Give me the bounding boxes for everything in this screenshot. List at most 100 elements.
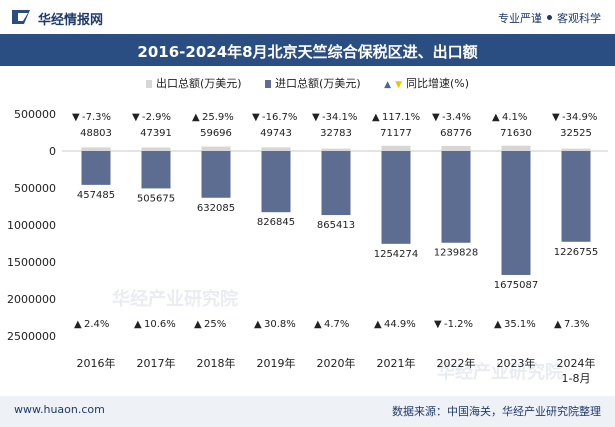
- growth-up-icon: ▲: [254, 319, 262, 330]
- export-growth-label: -3.4%: [442, 112, 471, 123]
- export-bar: [321, 148, 351, 151]
- export-value-label: 32525: [560, 128, 592, 139]
- import-growth-label: -1.2%: [444, 319, 473, 330]
- import-bar: [381, 151, 411, 244]
- growth-down-icon: ▼: [552, 112, 560, 123]
- export-growth-label: -2.9%: [142, 112, 171, 123]
- export-value-label: 59696: [200, 128, 232, 139]
- export-bar: [501, 145, 531, 151]
- footer-source: 数据来源：中国海关，华经产业研究院整理: [392, 405, 601, 418]
- legend-import-label: 进口总额(万美元): [275, 77, 361, 90]
- legend-import: 进口总额(万美元): [265, 75, 361, 91]
- brand-name: 华经情报网: [38, 13, 104, 28]
- export-value-label: 71630: [500, 128, 532, 139]
- x-tick-label: 2020年: [317, 356, 356, 370]
- export-growth-label: -34.9%: [562, 112, 597, 123]
- export-value-label: 47391: [140, 128, 172, 139]
- import-bar: [561, 151, 591, 242]
- y-tick-label: 500000: [14, 108, 56, 121]
- import-value-label: 826845: [257, 217, 295, 228]
- legend-down-triangle-icon: ▼: [395, 80, 402, 90]
- chart-title: 2016-2024年8月北京天竺综合保税区进、出口额: [137, 43, 478, 61]
- huajing-logo-icon: [12, 10, 30, 24]
- export-bar: [441, 145, 471, 151]
- export-growth-label: -7.3%: [82, 112, 111, 123]
- legend-export-label: 出口总额(万美元): [155, 77, 242, 90]
- slogan: 专业严谨 客观科学: [498, 10, 601, 26]
- legend-yoy-label: 同比增速(%): [405, 77, 470, 90]
- import-growth-label: 2.4%: [84, 319, 109, 330]
- chart-legend: 出口总额(万美元) 进口总额(万美元) ▲ ▼ 同比增速(%): [0, 75, 615, 91]
- title-bar: [0, 34, 615, 66]
- export-growth-label: 4.1%: [502, 112, 527, 123]
- growth-down-icon: ▼: [434, 319, 442, 330]
- growth-down-icon: ▼: [252, 112, 260, 123]
- x-tick-label: 2019年: [257, 356, 296, 370]
- import-bar: [441, 151, 471, 243]
- import-growth-label: 44.9%: [384, 319, 416, 330]
- x-tick-label: 2018年: [197, 356, 236, 370]
- x-tick-label: 2023年: [497, 356, 536, 370]
- import-bar: [321, 151, 351, 216]
- export-growth-label: 117.1%: [382, 112, 420, 123]
- export-growth-label: -34.1%: [322, 112, 357, 123]
- x-tick-label: 2016年: [77, 356, 116, 370]
- growth-down-icon: ▼: [132, 112, 140, 123]
- x-tick-label: 1-8月: [562, 372, 591, 385]
- export-bar: [261, 147, 291, 151]
- growth-down-icon: ▼: [72, 112, 80, 123]
- export-bar: [201, 146, 231, 151]
- slogan-dot-icon: [547, 15, 552, 20]
- growth-up-icon: ▲: [194, 319, 202, 330]
- slogan-objective: 客观科学: [557, 12, 601, 25]
- export-growth-label: -16.7%: [262, 112, 297, 123]
- import-value-label: 1254274: [374, 249, 419, 260]
- import-value-label: 505675: [137, 193, 175, 204]
- import-value-label: 865413: [317, 220, 355, 231]
- growth-up-icon: ▲: [134, 319, 142, 330]
- legend-yoy: ▲ ▼ 同比增速(%): [384, 75, 469, 91]
- x-tick-label: 2024年: [557, 356, 596, 370]
- growth-down-icon: ▼: [312, 112, 320, 123]
- export-bar: [381, 145, 411, 151]
- footer-url: www.huaon.com: [14, 403, 105, 416]
- growth-up-icon: ▲: [374, 319, 382, 330]
- export-growth-label: 25.9%: [202, 112, 234, 123]
- legend-up-triangle-icon: ▲: [384, 80, 392, 90]
- legend-export: 出口总额(万美元): [145, 75, 242, 91]
- import-growth-label: 7.3%: [564, 319, 589, 330]
- import-value-label: 457485: [77, 190, 115, 201]
- import-bar: [501, 151, 531, 275]
- x-tick-label: 2022年: [437, 356, 476, 370]
- growth-up-icon: ▲: [74, 319, 82, 330]
- import-value-label: 1675087: [494, 280, 539, 291]
- legend-import-swatch: [265, 80, 272, 88]
- export-value-label: 32783: [320, 128, 352, 139]
- import-value-label: 1226755: [554, 247, 599, 258]
- import-bar: [201, 151, 231, 198]
- export-bar: [561, 148, 591, 151]
- import-growth-label: 10.6%: [144, 319, 176, 330]
- export-value-label: 49743: [260, 128, 292, 139]
- x-tick-label: 2021年: [377, 356, 416, 370]
- legend-export-swatch: [145, 80, 152, 88]
- y-tick-label: 1500000: [7, 256, 56, 269]
- watermark-text: 华经产业研究院: [112, 288, 238, 310]
- growth-down-icon: ▼: [432, 112, 440, 123]
- import-growth-label: 25%: [204, 319, 226, 330]
- y-tick-label: 500000: [14, 182, 56, 195]
- chart-svg: 华经产业研究院华经产业研究院50000005000001000000150000…: [7, 108, 608, 385]
- slogan-professional: 专业严谨: [498, 12, 542, 25]
- export-value-label: 71177: [380, 128, 412, 139]
- watermark-text: 华经产业研究院: [437, 361, 563, 383]
- x-tick-label: 2017年: [137, 356, 176, 370]
- export-bar: [81, 147, 111, 151]
- growth-up-icon: ▲: [192, 112, 200, 123]
- growth-up-icon: ▲: [554, 319, 562, 330]
- growth-up-icon: ▲: [492, 112, 500, 123]
- y-tick-label: 2000000: [7, 293, 56, 306]
- y-tick-label: 0: [49, 145, 56, 158]
- growth-up-icon: ▲: [494, 319, 502, 330]
- import-growth-label: 35.1%: [504, 319, 536, 330]
- import-growth-label: 30.8%: [264, 319, 296, 330]
